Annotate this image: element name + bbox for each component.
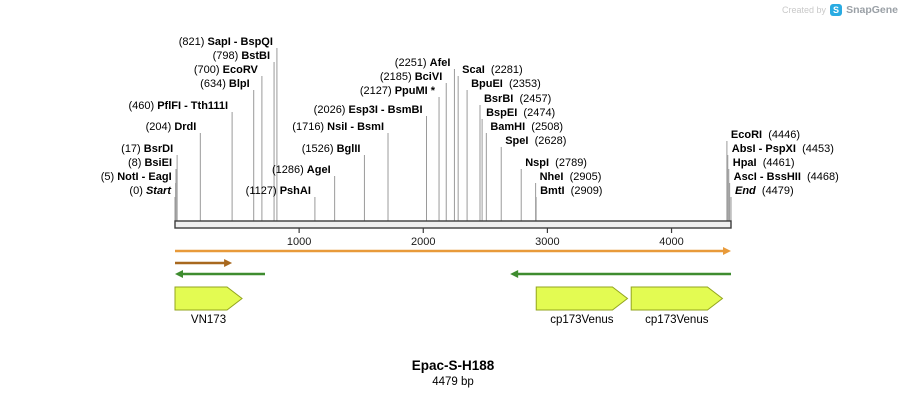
feature-arrow-head (723, 247, 731, 255)
ruler-tick-label: 3000 (535, 236, 559, 248)
ruler-tick-label: 4000 (659, 236, 683, 248)
ruler-tick-label: 2000 (411, 236, 435, 248)
map-length: 4479 bp (432, 376, 474, 388)
sequence-bar (174, 220, 732, 229)
map-title: Epac-S-H188 (411, 358, 495, 373)
map-title-block: Epac-S-H188 4479 bp (0, 358, 906, 388)
watermark-created-by: Created by (782, 5, 827, 15)
cds-arrow (535, 286, 629, 311)
cds-label: VN173 (191, 314, 226, 326)
feature-arrow-head (510, 270, 519, 278)
feature-arrow-head (224, 259, 233, 267)
ruler-tick-label: 1000 (287, 236, 311, 248)
snapgene-watermark: Created by S SnapGene (782, 4, 898, 16)
cds-arrow (174, 286, 243, 311)
cds-arrow (630, 286, 724, 311)
cds-label: cp173Venus (550, 314, 614, 326)
snapgene-logo-icon: S (830, 4, 843, 16)
watermark-brand: SnapGene (846, 4, 898, 16)
feature-arrow-head (175, 270, 183, 278)
cds-label: cp173Venus (645, 314, 709, 326)
